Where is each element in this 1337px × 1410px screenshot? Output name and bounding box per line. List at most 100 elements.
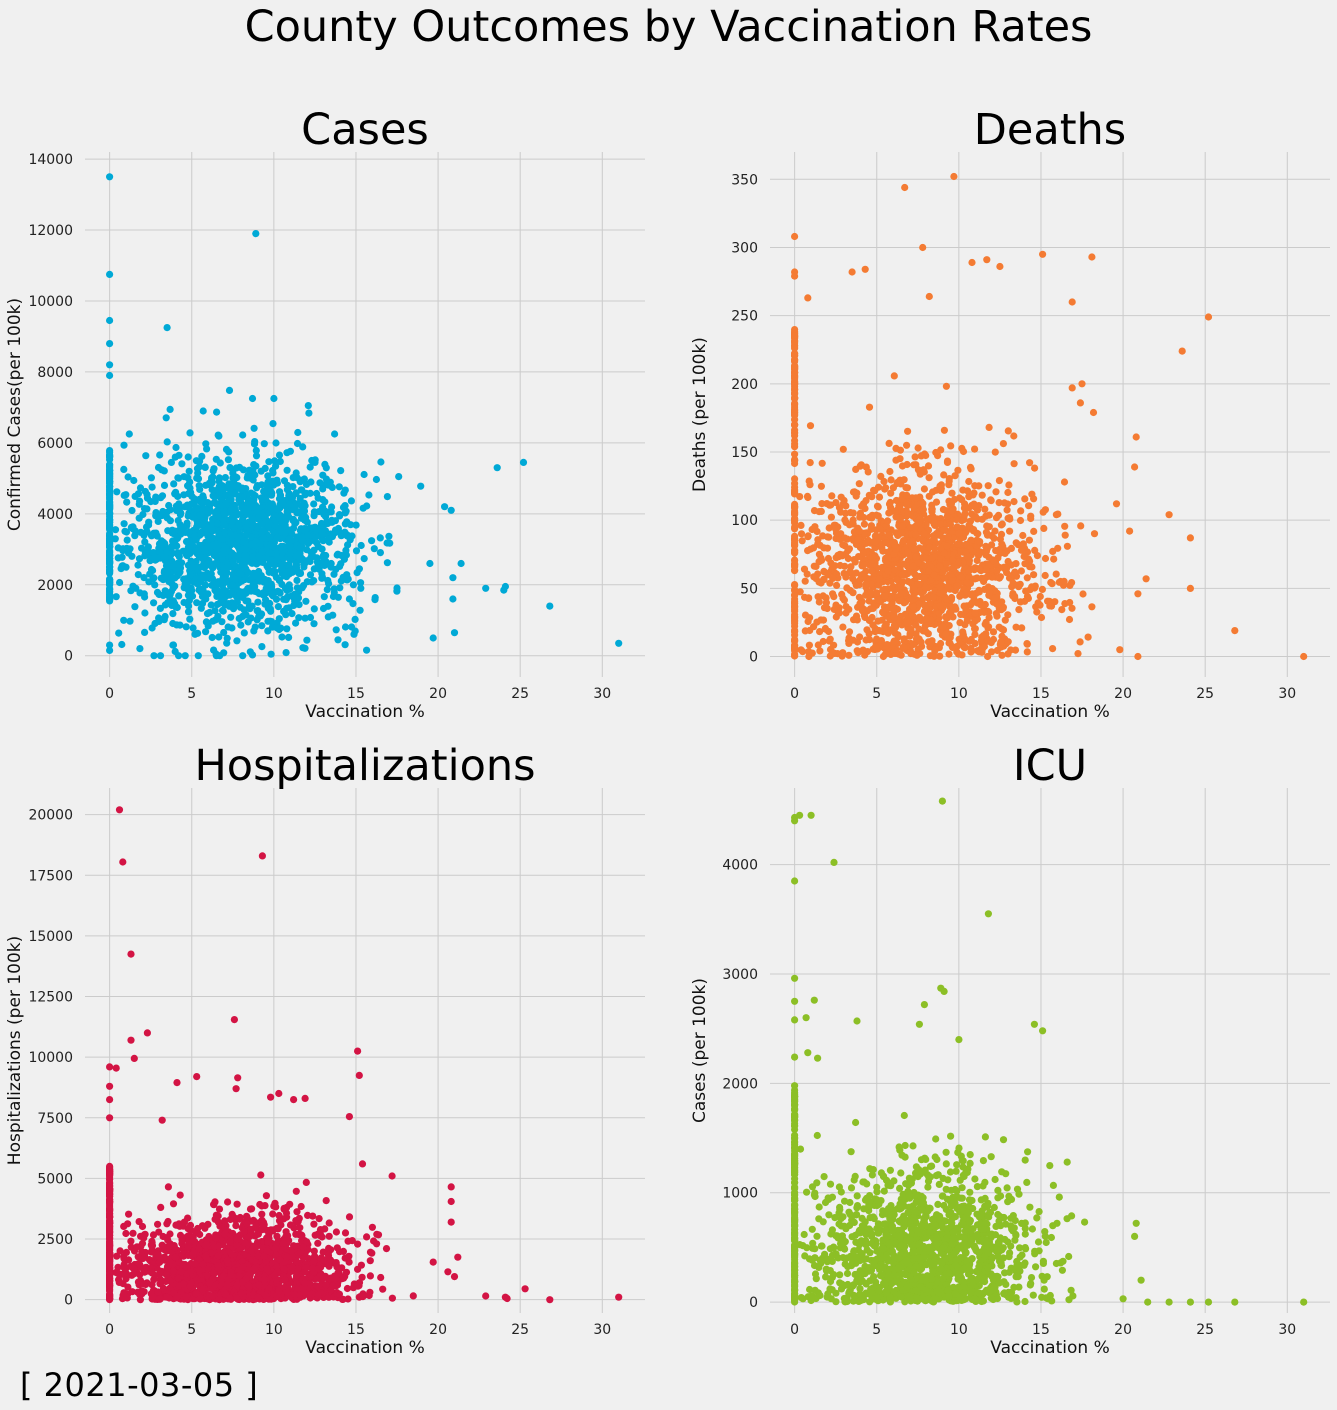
scatter-point [898,522,907,530]
scatter-point [325,580,333,588]
figure-title: County Outcomes by Vaccination Rates [244,2,1093,52]
scatter-point [839,623,847,631]
scatter-point [238,577,246,585]
scatter-point [388,1294,396,1302]
scatter-point [239,493,247,501]
scatter-point [810,507,819,515]
scatter-point [165,562,173,570]
scatter-point [172,443,180,452]
scatter-point [831,562,839,570]
scatter-point [482,584,490,592]
subplot-deaths: 0 5 10 15 20 25 30050100150200250300350DeathsV… [690,105,1330,722]
scatter-point [924,593,932,601]
scatter-point [246,1205,255,1213]
scatter-point [165,593,173,601]
scatter-point [993,567,1001,575]
scatter-point [247,533,256,541]
scatter-point [113,1252,121,1260]
x-tick-label: 0 [790,686,799,702]
scatter-point [1046,602,1054,610]
scatter-point [121,1264,129,1272]
scatter-point [106,593,114,602]
scatter-point [922,615,930,623]
scatter-point [992,488,1000,496]
scatter-point [360,555,368,563]
scatter-point [853,638,862,646]
scatter-point [188,587,196,595]
scatter-point [911,524,919,532]
scatter-point [342,1268,351,1276]
scatter-point [314,543,322,551]
scatter-point [825,533,833,541]
scatter-point [874,617,882,625]
scatter-point [286,567,294,575]
scatter-point [1008,583,1016,591]
scatter-point [880,477,888,486]
scatter-point [882,620,890,628]
scatter-point [156,604,164,613]
scatter-point [870,486,878,494]
scatter-point [936,520,944,528]
scatter-point [901,589,910,597]
scatter-point [306,571,315,579]
scatter-point [218,535,227,543]
y-axis-label: Confirmed Cases(per 100k) [5,298,25,531]
scatter-point [806,422,815,430]
scatter-point [310,1220,318,1228]
scatter-point [972,513,980,521]
scatter-point [196,541,204,550]
scatter-point [106,580,114,589]
scatter-point [199,494,207,502]
scatter-point [357,584,365,592]
scatter-point [214,431,222,439]
scatter-point [936,583,944,591]
scatter-point [954,558,963,566]
scatter-point [185,467,193,475]
scatter-point [292,619,300,627]
scatter-point [286,447,294,455]
scatter-point [1004,611,1012,619]
scatter-point [242,565,250,573]
scatter-point [797,521,805,530]
scatter-point [207,601,215,609]
scatter-point [119,547,127,555]
scatter-point [141,609,149,617]
scatter-point [890,613,898,621]
scatter-point [1017,567,1025,575]
scatter-point [297,1202,305,1211]
scatter-point [1026,459,1034,467]
scatter-point [136,484,145,492]
scatter-point [224,456,232,464]
y-tick-label: 15000 [28,929,73,945]
scatter-point [417,482,425,490]
scatter-point [840,496,848,505]
scatter-point [932,498,941,506]
scatter-point [310,512,318,520]
scatter-point [1004,557,1012,566]
scatter-point [1001,549,1009,558]
scatter-point [310,605,318,613]
scatter-point [184,608,193,616]
scatter-point [213,546,221,554]
scatter-point [971,639,979,648]
scatter-point [872,538,880,546]
scatter-point [1063,542,1071,550]
scatter-point [937,487,945,495]
scatter-point [988,648,996,656]
scatter-point [791,561,799,570]
scatter-point [106,646,114,655]
scatter-point [363,646,371,654]
scatter-point [250,424,258,432]
scatter-point [842,572,850,580]
scatter-point [937,639,945,648]
scatter-point [1089,408,1098,417]
scatter-point [965,567,973,576]
scatter-point [383,493,391,501]
scatter-point [159,591,167,600]
scatter-point [235,614,243,623]
x-tick-label: 20 [429,1322,447,1338]
scatter-point [285,604,293,612]
scatter-point [134,490,143,498]
scatter-point [351,615,359,624]
scatter-point [106,452,114,461]
